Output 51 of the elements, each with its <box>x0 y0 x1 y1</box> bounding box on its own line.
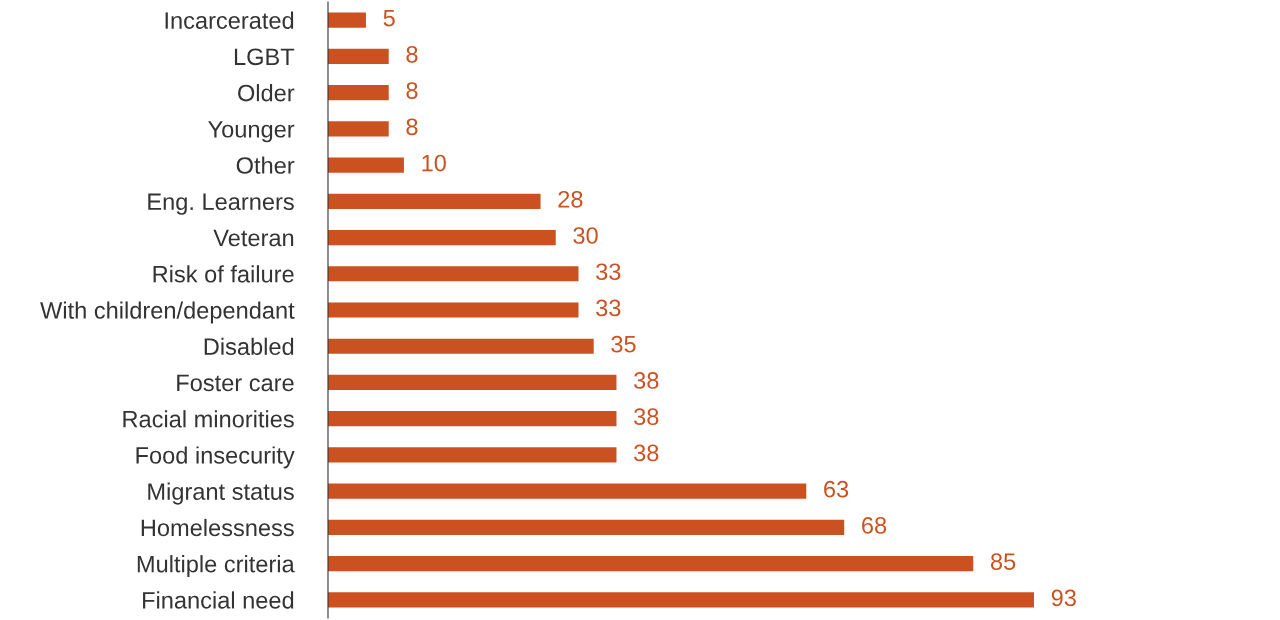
bar <box>328 229 556 246</box>
data-label: 30 <box>573 227 598 244</box>
data-label: 93 <box>1051 589 1076 607</box>
data-label: 8 <box>406 118 418 136</box>
bar <box>328 84 389 101</box>
y-tick-label: Financial need <box>143 591 294 609</box>
y-tick-label: Racial minorities <box>123 410 294 428</box>
y-tick-label: Risk of failure <box>153 265 294 283</box>
y-tick-label: Homelessness <box>141 518 294 537</box>
bar <box>328 121 389 137</box>
y-tick-label: Older <box>238 84 295 102</box>
bar <box>328 157 404 173</box>
y-tick-label: Eng. Learners <box>148 193 294 215</box>
y-tick-label: Foster care <box>177 374 294 392</box>
y-tick-label: Disabled <box>204 337 294 356</box>
bar <box>328 556 974 572</box>
data-label: 5 <box>383 9 395 27</box>
data-label: 68 <box>862 517 887 534</box>
data-label: 8 <box>406 82 418 99</box>
y-tick-label: Younger <box>208 121 295 143</box>
bar <box>328 338 594 354</box>
bar <box>328 48 389 64</box>
bar <box>328 374 617 391</box>
data-label: 28 <box>558 190 583 208</box>
data-label: 38 <box>634 408 659 426</box>
y-tick-label: Incarcerated <box>165 11 294 29</box>
data-label: 85 <box>990 553 1016 570</box>
bar <box>328 447 617 463</box>
bar <box>328 193 541 209</box>
y-tick-label: Food insecurity <box>136 446 295 469</box>
bar <box>328 483 807 499</box>
data-label: 10 <box>422 154 446 172</box>
y-tick-label: Other <box>236 156 295 174</box>
y-tick-label: Veteran <box>213 229 294 247</box>
y-tick-label: Migrant status <box>148 482 294 505</box>
data-label: 8 <box>406 45 418 63</box>
y-tick-label: LGBT <box>234 48 295 66</box>
y-tick-label: Multiple criteria <box>137 555 295 578</box>
bar <box>328 411 617 427</box>
data-label: 33 <box>596 299 621 317</box>
bar <box>328 592 1034 608</box>
data-label: 63 <box>824 480 849 498</box>
bar <box>328 266 579 282</box>
data-label: 35 <box>611 335 636 353</box>
data-label: 38 <box>634 444 659 462</box>
data-label: 33 <box>596 263 621 281</box>
bar <box>328 519 845 536</box>
y-tick-label: With children/dependant <box>40 301 295 324</box>
bar <box>328 12 366 28</box>
data-label: 38 <box>634 372 659 389</box>
bar <box>328 302 579 318</box>
